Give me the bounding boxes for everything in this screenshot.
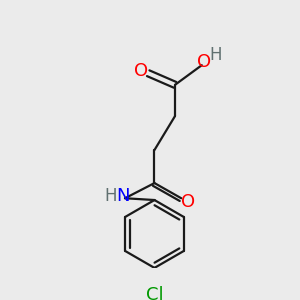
- Text: N: N: [116, 188, 130, 206]
- Text: H: H: [210, 46, 222, 64]
- Text: O: O: [196, 52, 211, 70]
- Text: Cl: Cl: [146, 286, 163, 300]
- Text: H: H: [104, 188, 117, 206]
- Text: O: O: [181, 193, 196, 211]
- Text: O: O: [134, 62, 148, 80]
